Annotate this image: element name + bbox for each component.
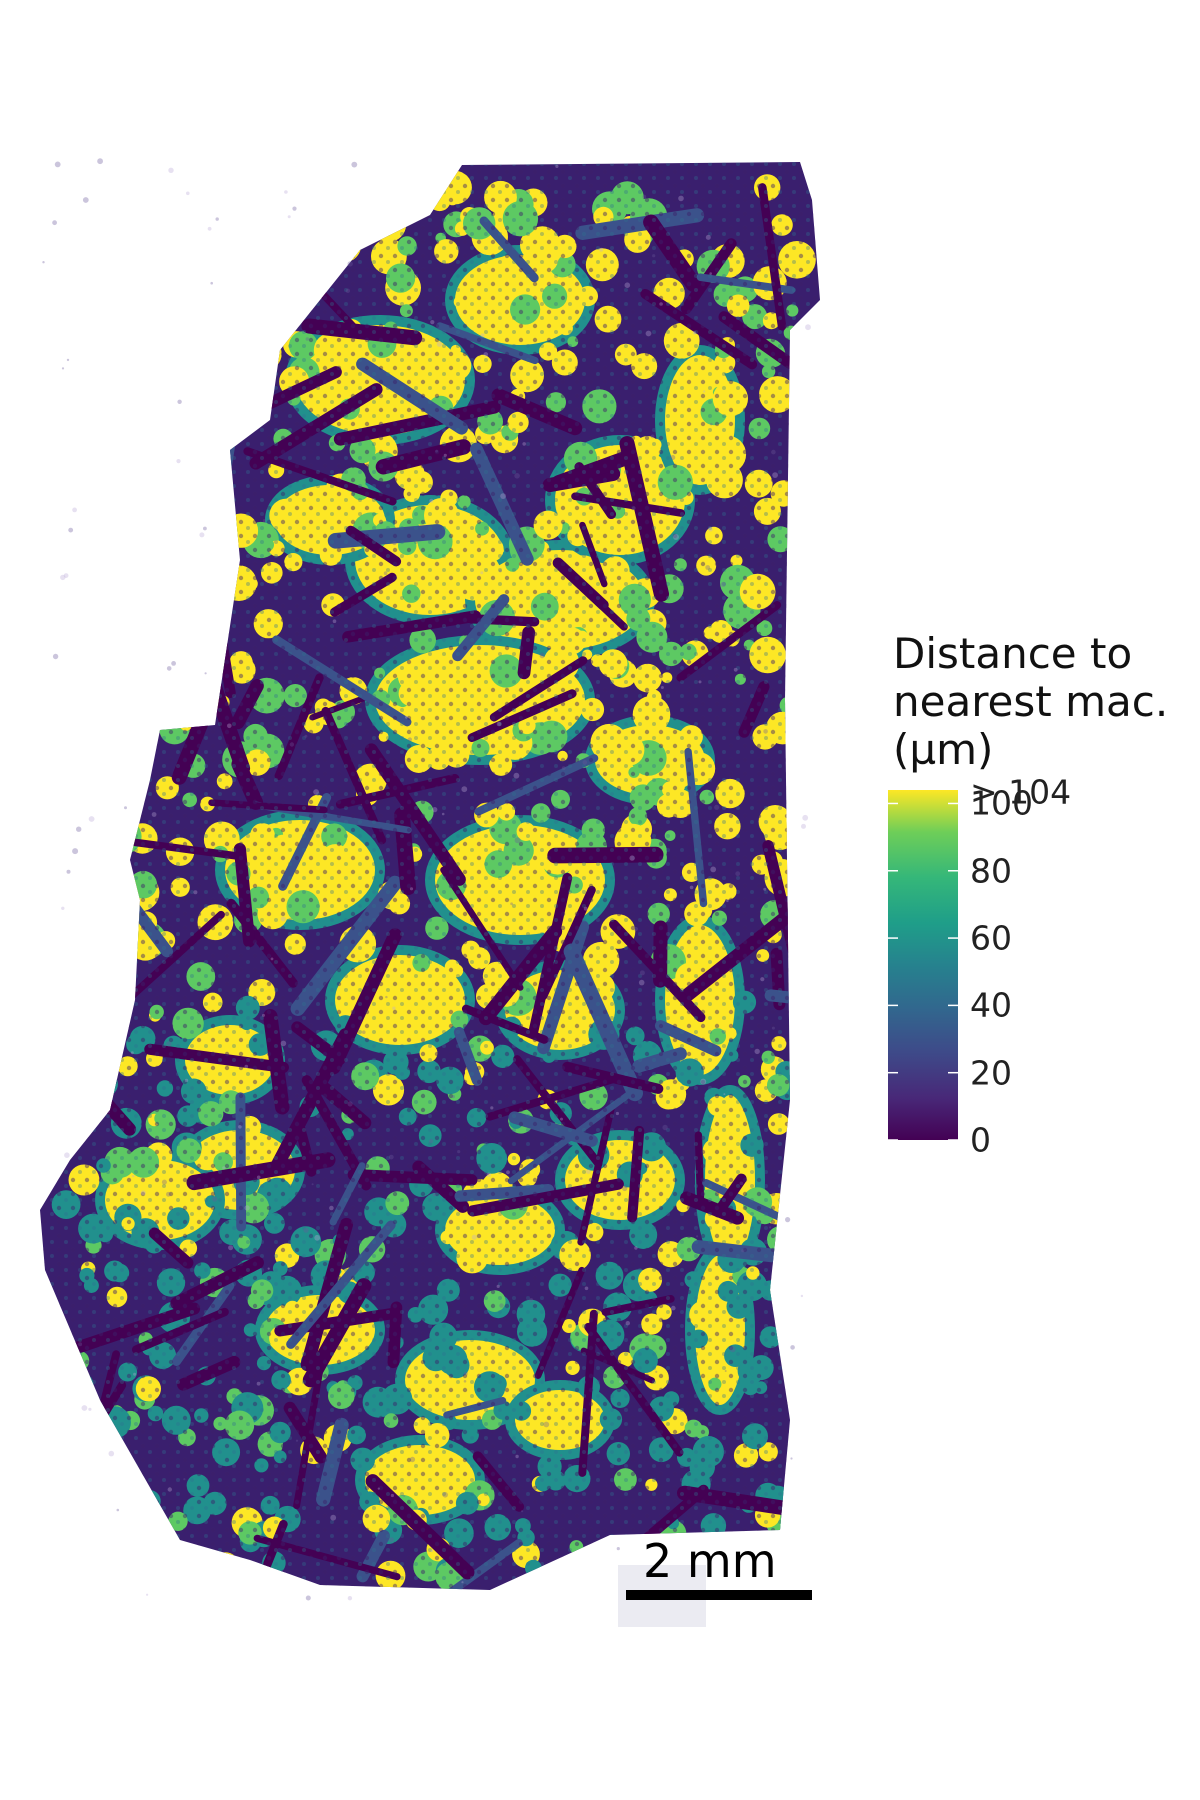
scale-bar-label: 2 mm: [643, 1534, 777, 1588]
colorbar: [888, 790, 963, 1150]
colorbar-title-line-1: Distance to: [893, 630, 1168, 678]
colorbar-tick-label: 0: [970, 1121, 991, 1160]
colorbar-title-line-3: (µm): [893, 726, 1168, 774]
colorbar-tick-label: 80: [970, 851, 1012, 890]
colorbar-title-line-2: nearest mac.: [893, 678, 1168, 726]
colorbar-gradient: [888, 790, 958, 1140]
colorbar-tick-label: 40: [970, 986, 1012, 1025]
colorbar-title: Distance to nearest mac. (µm): [893, 630, 1168, 774]
colorbar-max-label: > 104: [970, 773, 1071, 812]
colorbar-tick-label: 60: [970, 919, 1012, 958]
colorbar-tick-label: 20: [970, 1053, 1012, 1092]
scale-bar-line: [626, 1590, 812, 1600]
